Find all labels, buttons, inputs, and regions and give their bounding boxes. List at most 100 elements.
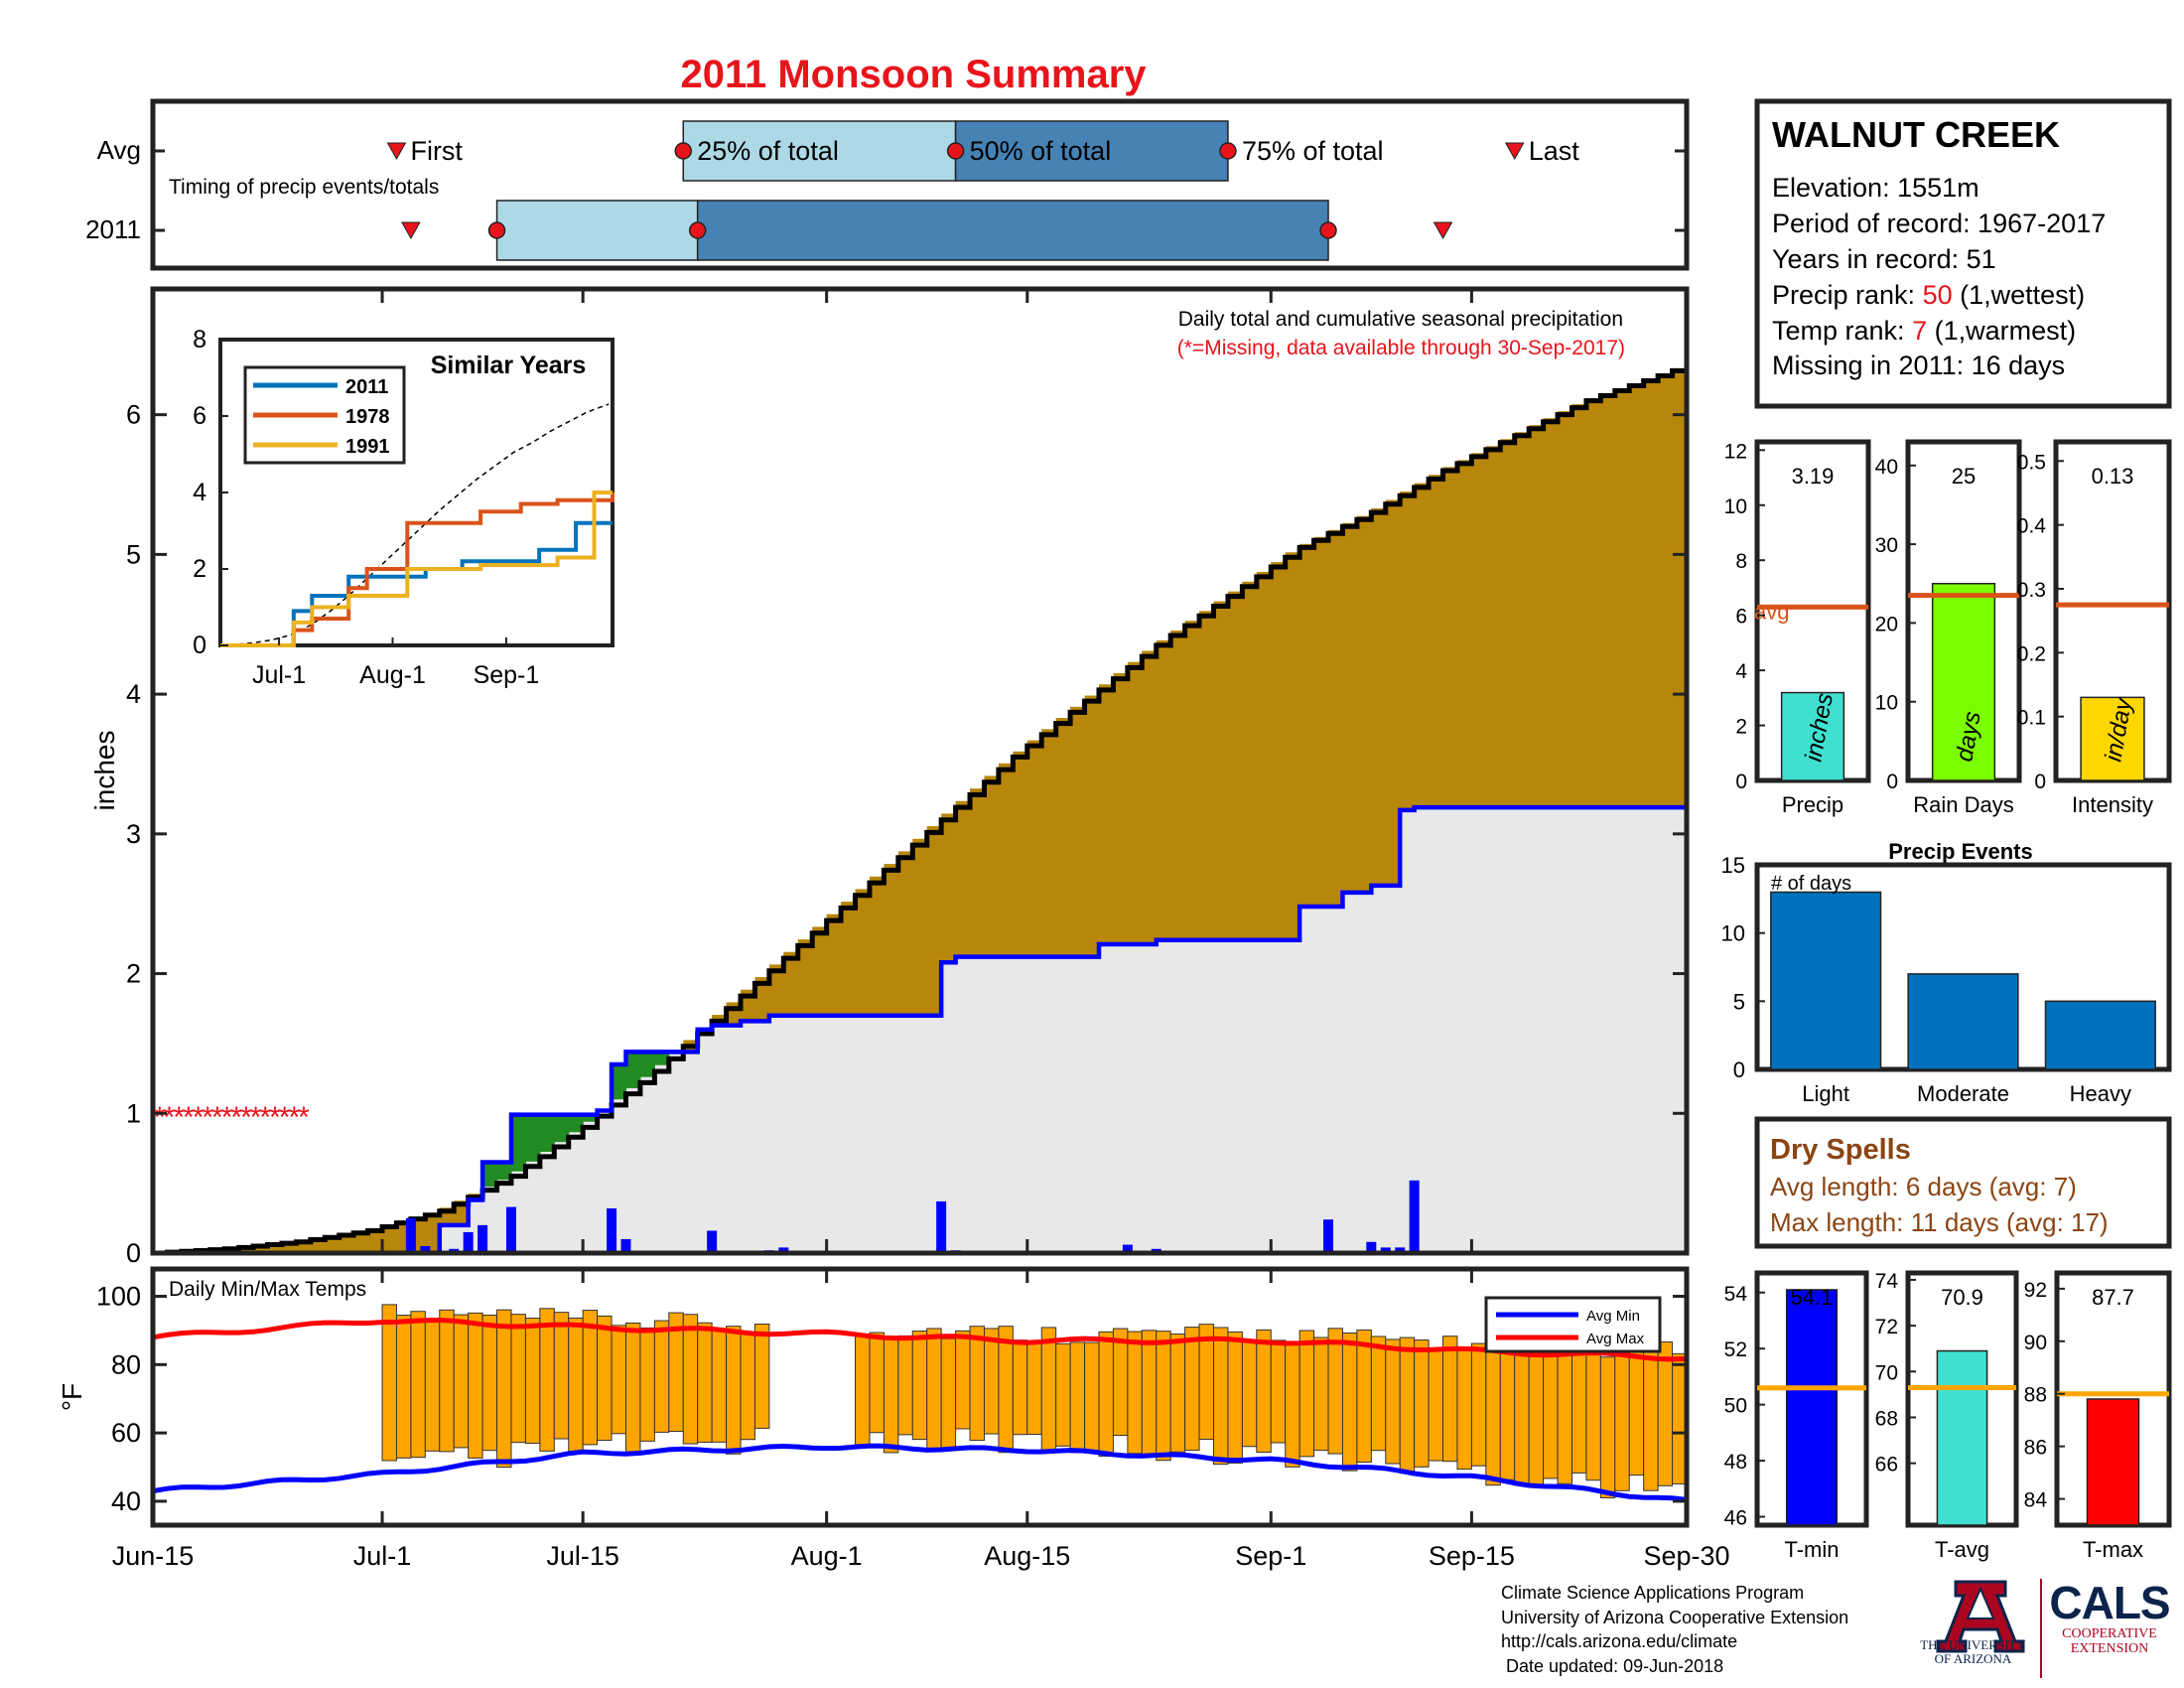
temp-summary-bar-2 <box>2086 1398 2140 1526</box>
station-precip-rank: Precip rank: 50 (1,wettest) <box>1772 280 2085 310</box>
precip-deficit-band <box>1429 475 1444 808</box>
daily-temp-bar <box>496 1309 512 1469</box>
summary-ytick-label: 6 <box>1735 606 1747 629</box>
precip-deficit-band <box>1456 460 1473 808</box>
daily-temp-bar <box>955 1330 971 1430</box>
precip-deficit-band <box>1313 536 1329 908</box>
daily-temp-bar <box>1156 1331 1171 1462</box>
date-axis-label: Sep-1 <box>1235 1541 1306 1571</box>
precip-y-axis-label: inches <box>89 731 120 811</box>
summary-ytick-label: 0 <box>2034 771 2046 793</box>
temp-summary-ytick-label: 88 <box>2024 1384 2047 1407</box>
temp-summary-label-2: T-max <box>2083 1537 2143 1562</box>
precip-deficit-band <box>754 977 770 1022</box>
summary-ytick-label: 10 <box>1724 495 1747 518</box>
summary-ytick-label: 0.1 <box>2017 707 2046 730</box>
precip-ytick-label: 1 <box>126 1098 141 1128</box>
daily-temp-bar <box>1112 1328 1129 1437</box>
summary-label-2: Intensity <box>2072 792 2153 817</box>
precip-caption: Daily total and cumulative seasonal prec… <box>1178 308 1623 331</box>
precip-surplus-band <box>554 1114 570 1143</box>
daily-temp-bar <box>1256 1329 1272 1454</box>
precip-deficit-band <box>1055 718 1071 957</box>
dry-spells-max: Max length: 11 days (avg: 17) <box>1770 1207 2109 1237</box>
daily-temp-bar <box>424 1318 441 1452</box>
daily-temp-bar <box>740 1333 755 1441</box>
precip-deficit-band <box>783 951 799 1016</box>
daily-temp-bar <box>611 1325 626 1435</box>
temp-summary-label-0: T-min <box>1785 1537 1840 1562</box>
timing-avg-box-q2 <box>954 120 1229 182</box>
precip-deficit-band <box>1127 661 1143 944</box>
station-years: Years in record: 51 <box>1772 244 1996 274</box>
precip-deficit-band <box>1485 446 1501 808</box>
daily-temp-bar <box>624 1323 641 1455</box>
precip-2011-cumulative-line <box>410 804 1687 1256</box>
daily-temp-bar <box>1356 1329 1372 1463</box>
precip-deficit-band <box>984 775 1000 957</box>
summary-ytick-label: 0.5 <box>2017 451 2046 474</box>
precip-surplus-band <box>583 1114 599 1122</box>
daily-temp-bar <box>1055 1342 1071 1447</box>
precip-surplus-band <box>510 1114 527 1172</box>
daily-temp-bar <box>969 1326 985 1442</box>
university-arizona-logo <box>1936 1580 2025 1653</box>
cals-subtitle-1: COOPERATIVE <box>2062 1626 2157 1641</box>
precip-deficit-band <box>1600 393 1616 808</box>
precip-deficit-band <box>797 939 813 1016</box>
precip-deficit-band <box>1026 740 1042 957</box>
daily-temp-bar <box>1169 1334 1186 1453</box>
temp-summary-ytick-label: 68 <box>1875 1407 1898 1430</box>
daily-temp-bar <box>1241 1339 1258 1448</box>
daily-temp-bar <box>1628 1341 1645 1477</box>
legend-label-1991: 1991 <box>345 436 390 458</box>
summary-avg-label-0: avg <box>1754 599 1789 624</box>
temp-summary-ytick-label: 46 <box>1724 1507 1747 1530</box>
precip-deficit-band <box>1070 706 1086 957</box>
daily-temp-bar <box>582 1310 599 1446</box>
precip-ytick-label: 3 <box>126 819 141 849</box>
summary-value-1: 25 <box>1952 464 1976 489</box>
daily-temp-bar <box>1227 1331 1243 1464</box>
timing-2011-box-q2 <box>696 200 1329 261</box>
daily-temp-bar <box>711 1329 728 1443</box>
precip-deficit-band <box>1213 601 1229 940</box>
daily-temp-bar <box>1184 1327 1200 1452</box>
daily-temp-bar <box>1040 1327 1057 1453</box>
cals-logo: CALS COOPERATIVE EXTENSION <box>2045 1579 2174 1656</box>
precip-deficit-band <box>1199 611 1215 940</box>
precip-deficit-band <box>1385 499 1401 886</box>
daily-temp-bar <box>553 1312 570 1440</box>
temp-summary-value-0: 54.1 <box>1791 1285 1834 1310</box>
daily-temp-bar <box>1543 1338 1559 1479</box>
precip-daily-bar <box>463 1231 474 1253</box>
precip-daily-bar <box>478 1224 488 1253</box>
summary-value-0: 3.19 <box>1792 464 1835 489</box>
temps-legend: Avg Min Avg Max <box>1484 1296 1662 1353</box>
precip-deficit-band <box>1156 639 1171 940</box>
precip-daily-bar <box>1380 1247 1391 1253</box>
daily-temp-bar <box>1557 1336 1572 1484</box>
precip-ytick-label: 6 <box>126 400 141 430</box>
precip-panel: Daily total and cumulative seasonal prec… <box>89 286 1690 1268</box>
precip-surplus-band <box>525 1114 541 1162</box>
precip-ytick-label: 4 <box>126 679 141 709</box>
summary-ytick-label: 0.3 <box>2017 579 2046 602</box>
dry-spells-title: Dry Spells <box>1770 1134 1911 1166</box>
precip-deficit-band <box>382 1224 398 1253</box>
footer-line-url[interactable]: http://cals.arizona.edu/climate <box>1501 1631 1738 1651</box>
precip-deficit-band <box>1471 453 1487 808</box>
precip-deficit-band <box>310 1238 326 1253</box>
precip-daily-bar <box>1409 1180 1420 1253</box>
daily-temp-bar <box>983 1328 1000 1435</box>
summary-label-1: Rain Days <box>1913 792 2013 817</box>
temp-summary-ytick-label: 70 <box>1875 1361 1898 1384</box>
inset-xtick-label: Jul-1 <box>252 661 306 689</box>
precip-deficit-band <box>1013 751 1028 957</box>
precip-deficit-band <box>1442 467 1458 808</box>
timing-label-first: First <box>410 136 463 166</box>
daily-temp-bar <box>1270 1339 1287 1444</box>
daily-temp-bar <box>1298 1330 1315 1458</box>
daily-temp-bar <box>539 1308 555 1452</box>
date-axis: Jun-15 Jul-1 Jul-15 Aug-1 Aug-15 Sep-1 Sep-15 S… <box>112 1541 1730 1571</box>
